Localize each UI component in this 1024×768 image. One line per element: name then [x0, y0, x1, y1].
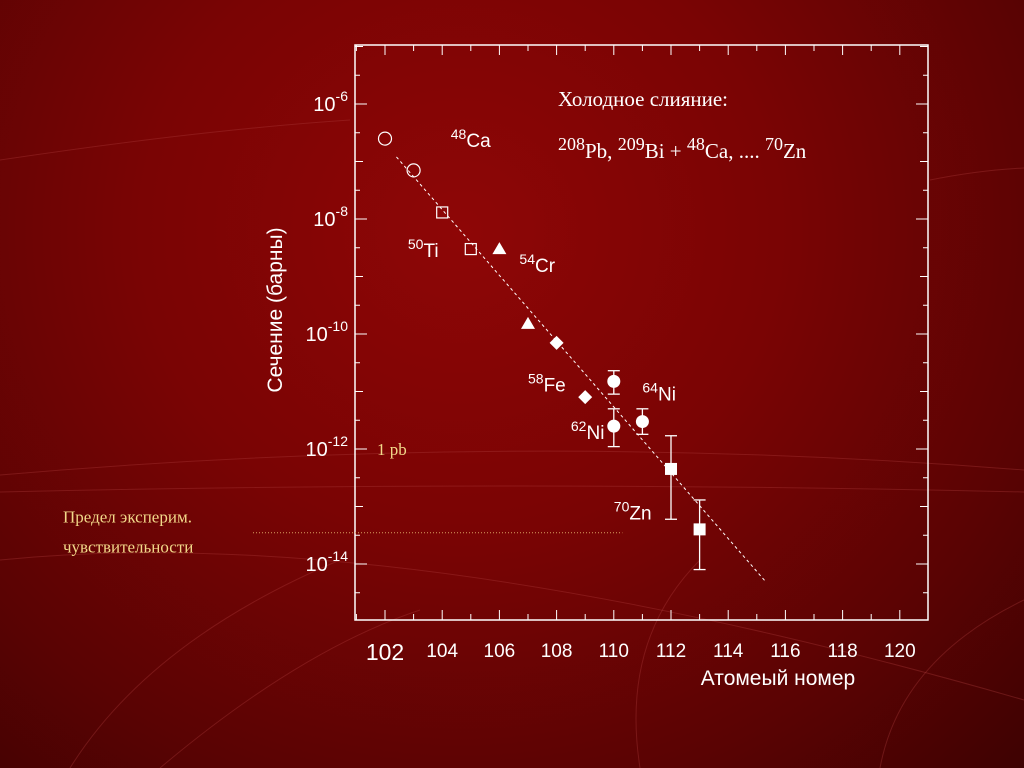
marker-64Ni [607, 374, 621, 388]
y-tick-label: 10-14 [306, 548, 349, 576]
marker-50Ti [464, 242, 477, 256]
x-tick-label: 120 [884, 641, 916, 662]
marker-50Ti [436, 206, 449, 219]
isotope-labels: 48Ca 50Ti 54Cr 58Fe 64Ni 62Ni 70Zn [408, 126, 676, 524]
plot-frame [354, 44, 929, 621]
x-tick-label: 118 [827, 641, 857, 662]
marker-58Fe [578, 390, 593, 405]
error-bars [607, 370, 706, 571]
x-tick-labels: 102 104 106 108 110 112 114 116 118 120 [366, 639, 916, 665]
data-markers [377, 131, 706, 536]
marker-48Ca [377, 131, 393, 146]
marker-58Fe [549, 335, 564, 350]
x-tick-label: 102 [366, 639, 404, 665]
y-tick-label: 10-12 [306, 433, 349, 461]
x-tick-label: 106 [484, 641, 516, 662]
isotope-label-ni62: 62Ni [571, 418, 605, 444]
isotope-label-ca: 48Ca [451, 126, 491, 152]
marker-64Ni [635, 415, 649, 429]
y-tick-label: 10-10 [306, 318, 349, 346]
chart-title-line2: 208Pb, 209Bi + 48Ca, .... 70Zn [558, 134, 807, 163]
sensitivity-limit-label-line1: Предел эксперим. [63, 508, 192, 527]
marker-54Cr [492, 242, 507, 255]
x-tick-label: 104 [426, 641, 458, 662]
x-axis-label: Атомеый номер [701, 667, 855, 690]
y-axis-label: Сечение (барны) [264, 227, 287, 392]
isotope-label-cr: 54Cr [519, 251, 555, 277]
y-tick-labels: 10-6 10-8 10-10 10-12 10-14 [306, 88, 349, 576]
isotope-label-ti: 50Ti [408, 236, 439, 262]
trend-line [396, 156, 766, 582]
x-tick-label: 110 [599, 641, 629, 662]
isotope-label-zn: 70Zn [614, 498, 652, 524]
marker-62Ni [607, 419, 621, 433]
axis-ticks [355, 45, 928, 620]
chart-title-line1: Холодное слияние: [558, 87, 728, 111]
x-tick-label: 108 [541, 641, 573, 662]
y-tick-label: 10-6 [313, 88, 348, 116]
marker-54Cr [521, 316, 535, 329]
x-tick-label: 116 [770, 641, 800, 662]
x-tick-label: 114 [713, 641, 744, 662]
marker-70Zn [665, 462, 677, 475]
isotope-label-ni64: 64Ni [642, 379, 676, 405]
sensitivity-limit-label-line2: чувствительности [63, 538, 193, 557]
marker-48Ca [406, 163, 421, 178]
marker-70Zn [693, 523, 706, 536]
x-tick-label: 112 [656, 641, 686, 662]
y-tick-label: 10-8 [313, 203, 348, 231]
isotope-label-fe: 58Fe [528, 371, 566, 397]
one-picobarn-note: 1 pb [377, 440, 407, 459]
